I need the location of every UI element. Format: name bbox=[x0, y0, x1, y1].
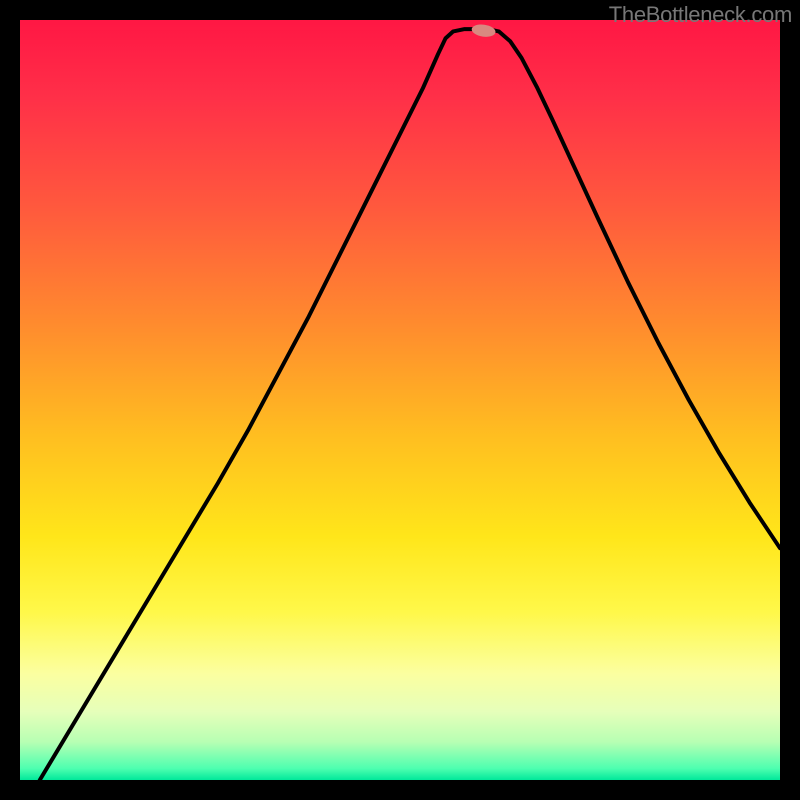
chart-container: TheBottleneck.com bbox=[0, 0, 800, 800]
frame-right bbox=[780, 0, 800, 800]
frame-left bbox=[0, 0, 20, 800]
bottleneck-chart bbox=[0, 0, 800, 800]
frame-bottom bbox=[0, 780, 800, 800]
watermark-text: TheBottleneck.com bbox=[609, 2, 792, 28]
